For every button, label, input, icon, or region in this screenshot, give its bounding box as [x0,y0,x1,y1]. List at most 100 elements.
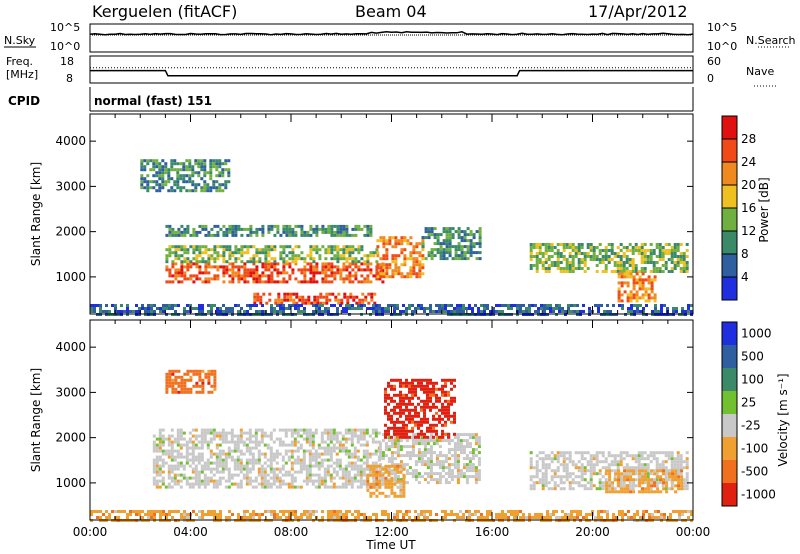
power-cell [638,278,642,282]
velocity-cell [275,485,279,489]
power-cell [472,245,476,249]
velocity-cell [611,487,615,491]
power-cell [580,246,584,249]
velocity-cell [468,433,472,437]
power-cell [582,304,585,307]
velocity-cell [314,461,318,465]
power-cell [382,254,386,258]
power-cell [638,287,642,291]
power-cell [660,310,663,313]
velocity-cell [347,464,351,468]
velocity-cell [390,396,393,400]
velocity-cell [299,485,303,489]
power-cell [258,280,262,284]
power-cell [255,233,259,237]
velocity-cell [165,384,169,388]
velocity-cell [356,467,360,471]
velocity-cell [161,428,165,432]
velocity-cell [272,479,276,483]
velocity-cell [320,437,324,441]
power-cell [171,260,175,264]
velocity-cell [438,463,442,467]
power-cell [194,159,198,163]
velocity-cell [429,393,432,397]
power-cell [409,251,413,255]
power-cell [675,310,678,313]
power-cell [264,251,268,255]
power-cell [657,310,660,313]
power-cell [177,257,181,261]
power-cell [303,265,307,269]
power-cell [165,257,169,261]
power-cell [321,245,325,249]
velocity-cell [432,387,435,391]
velocity-cell [311,473,315,477]
power-cell [216,307,219,310]
velocity-cell [650,478,654,482]
velocity-cell [450,399,453,403]
velocity-cell [161,482,165,486]
power-cell [209,186,213,190]
power-cell [189,277,193,281]
velocity-cell [659,475,663,479]
velocity-cell [426,384,429,388]
power-cell [253,292,257,296]
power-cell [177,304,180,307]
velocity-cell [260,482,264,486]
power-cell [324,280,328,284]
power-cell [280,298,284,302]
power-cell [280,301,284,305]
velocity-cell [402,393,405,397]
velocity-cell [685,487,689,491]
power-cell [681,310,684,313]
velocity-cell [408,451,412,455]
velocity-cell [435,478,439,482]
velocity-cell [426,451,430,455]
power-cell [138,310,141,313]
power-cell [322,295,326,299]
power-cell [183,260,187,264]
power-cell [442,257,446,261]
power-cell [541,261,545,264]
velocity-cell [257,455,261,459]
power-cell [382,275,386,279]
velocity-cell [332,461,336,465]
velocity-cell [595,472,599,476]
velocity-cell [399,405,402,409]
power-cell [258,260,262,264]
power-cell [183,248,187,252]
velocity-cell [674,478,678,482]
velocity-cell [239,449,243,453]
power-cell [168,230,172,234]
power-plot-area [90,114,693,314]
power-cell [222,271,226,275]
power-cell [417,304,420,307]
power-cell [441,307,444,310]
velocity-cell [408,408,411,412]
power-cell [105,310,108,313]
velocity-cell [236,464,240,468]
velocity-cell [649,454,653,458]
power-cell [213,274,217,278]
power-cell [246,268,250,272]
velocity-cell [335,446,339,450]
power-cell [623,275,627,279]
velocity-cell [402,384,405,388]
power-cell [658,267,662,270]
velocity-cell [456,478,460,482]
power-cell [366,257,370,261]
velocity-cell [323,440,327,444]
power-cell [687,310,690,313]
velocity-cell [185,440,189,444]
power-cell [295,301,299,305]
power-cell [617,275,621,279]
power-cell [219,310,222,313]
power-cell [300,224,304,228]
velocity-cell [230,458,234,462]
power-cell [549,310,552,313]
velocity-cell [335,431,339,435]
power-cell [146,180,150,184]
power-cell [237,227,241,231]
power-cell [155,180,159,184]
